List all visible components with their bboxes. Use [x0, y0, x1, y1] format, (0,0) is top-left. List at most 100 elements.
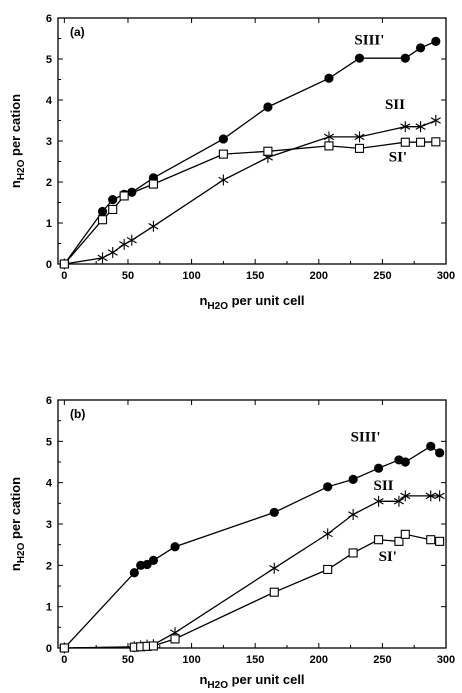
- data-point-asterisk: [400, 121, 411, 133]
- x-tick-label: 50: [122, 654, 134, 666]
- asterisk-stroke: [148, 223, 159, 230]
- data-point-square: [416, 137, 426, 147]
- data-point-square: [400, 529, 410, 539]
- plot-frame: [57, 17, 447, 265]
- chart-panel-a: 0 50 100 150 200 250 300 0 1 2 3 4 5 6 (a) nH2O per uni…: [8, 13, 455, 312]
- panel-label: (a): [70, 25, 85, 39]
- data-point-asterisk: [393, 495, 404, 507]
- series-label: SIII': [351, 429, 381, 445]
- data-point-asterisk: [348, 508, 359, 520]
- x-tick-label: 250: [373, 654, 391, 666]
- data-point-circle: [373, 463, 384, 473]
- data-point-square: [170, 634, 180, 644]
- asterisk-stroke: [97, 254, 108, 262]
- data-point-square: [59, 643, 69, 653]
- x-tick-label: 50: [122, 270, 134, 282]
- x-tick-label: 0: [61, 270, 67, 282]
- x-tick-label: 300: [437, 654, 455, 666]
- data-point-square: [119, 191, 129, 201]
- data-point-square: [348, 548, 358, 558]
- data-point-circle: [108, 195, 118, 205]
- data-point-circle: [170, 542, 180, 552]
- x-tick-label: 300: [437, 270, 455, 282]
- asterisk-stroke: [373, 498, 384, 505]
- asterisk-stroke: [430, 117, 441, 124]
- data-point-square: [263, 146, 273, 156]
- data-point-asterisk: [373, 495, 384, 507]
- series-label: SI': [379, 549, 397, 565]
- data-point-asterisk: [126, 234, 137, 246]
- data-point-circle: [354, 53, 365, 63]
- asterisk-stroke: [322, 530, 333, 538]
- data-point-square: [269, 587, 279, 597]
- y-tick-label: 5: [46, 54, 52, 66]
- series-label: SI': [389, 150, 407, 166]
- data-point-asterisk: [323, 131, 335, 143]
- y-tick-label: 2: [46, 177, 52, 189]
- data-point-square: [426, 535, 436, 545]
- data-point-square: [400, 137, 410, 147]
- asterisk-stroke: [434, 492, 445, 500]
- series-0: SIII': [59, 33, 441, 269]
- data-point-square: [97, 215, 108, 225]
- x-axis-title: nH2O per unit cell: [199, 672, 304, 691]
- asterisk-stroke: [218, 176, 229, 184]
- series-label: SII: [385, 97, 405, 113]
- y-tick-label: 6: [46, 13, 52, 25]
- series-2: SI': [59, 137, 441, 269]
- data-point-circle: [148, 555, 159, 565]
- asterisk-stroke: [269, 564, 280, 572]
- y-tick-label: 2: [46, 560, 52, 572]
- data-point-circle: [129, 568, 139, 578]
- x-tick-label: 150: [246, 270, 264, 282]
- data-point-square: [59, 259, 69, 269]
- data-point-circle: [269, 507, 279, 518]
- series-line: [63, 445, 440, 649]
- x-tick-label: 100: [182, 654, 200, 666]
- y-tick-label: 4: [46, 95, 53, 107]
- series-0: SIII': [59, 429, 445, 653]
- x-tick-label: 200: [310, 654, 328, 666]
- x-axis-title: nH2O per unit cell: [199, 293, 304, 312]
- asterisk-stroke: [415, 123, 426, 130]
- plot-frame: [57, 399, 447, 649]
- y-tick-label: 5: [46, 436, 52, 448]
- asterisk-stroke: [323, 133, 335, 141]
- data-point-circle: [431, 36, 441, 46]
- series-label: SII: [373, 478, 393, 494]
- data-point-circle: [324, 73, 334, 83]
- data-point-square: [218, 149, 228, 159]
- asterisk-stroke: [107, 249, 118, 256]
- x-tick-label: 250: [373, 270, 391, 282]
- data-point-circle: [400, 53, 410, 63]
- data-point-square: [324, 141, 334, 151]
- data-point-asterisk: [269, 562, 280, 574]
- series-2: SI': [59, 529, 445, 653]
- asterisk-stroke: [400, 123, 411, 130]
- y-tick-label: 1: [46, 602, 52, 614]
- data-point-asterisk: [107, 247, 118, 259]
- data-point-square: [435, 536, 445, 546]
- series-1: SII: [59, 478, 445, 654]
- data-point-asterisk: [400, 490, 411, 502]
- x-tick-label: 200: [310, 270, 328, 282]
- data-point-circle: [400, 457, 410, 467]
- data-point-circle: [218, 134, 228, 144]
- data-point-square: [148, 179, 158, 189]
- data-point-asterisk: [97, 252, 108, 264]
- asterisk-stroke: [393, 498, 404, 505]
- y-tick-label: 6: [46, 395, 52, 407]
- data-point-circle: [97, 206, 108, 217]
- y-tick-label: 4: [46, 478, 53, 490]
- data-point-asterisk: [434, 490, 445, 502]
- y-axis-title: nH2O per cation: [8, 477, 27, 571]
- asterisk-stroke: [425, 492, 436, 500]
- data-point-asterisk: [119, 238, 130, 250]
- asterisk-stroke: [400, 492, 411, 500]
- x-tick-label: 150: [246, 654, 264, 666]
- series-line: [63, 141, 436, 265]
- series-line: [64, 495, 440, 649]
- data-point-asterisk: [148, 220, 159, 232]
- x-tick-label: 100: [182, 270, 200, 282]
- y-tick-label: 0: [46, 259, 52, 271]
